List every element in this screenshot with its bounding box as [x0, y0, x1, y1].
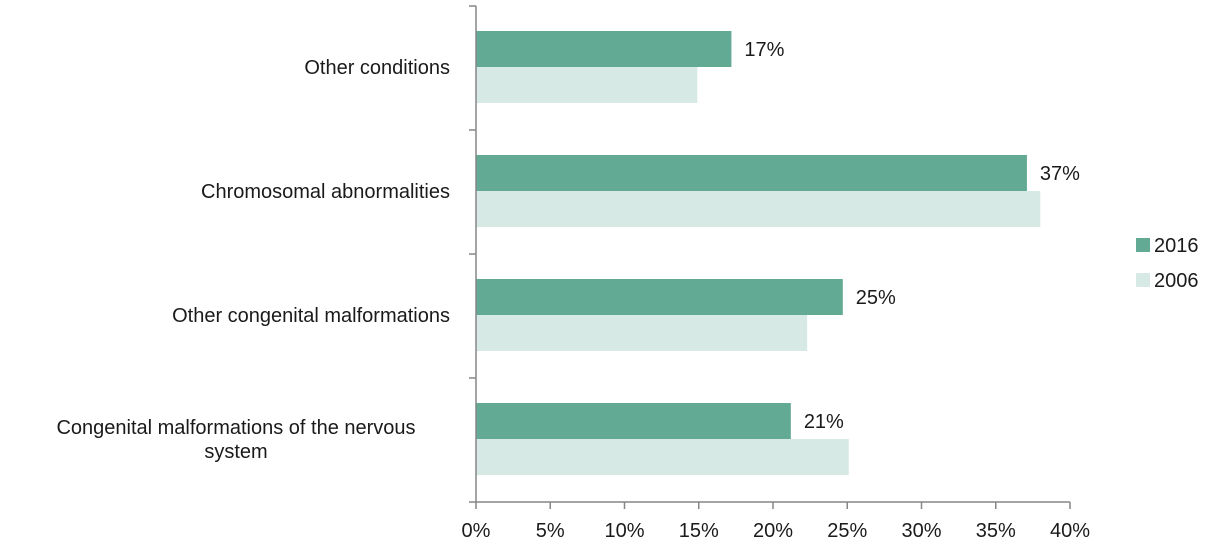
- bar-2016-3: [476, 155, 1027, 191]
- category-label-4: Other conditions: [304, 57, 450, 79]
- bar-2016-2: [476, 279, 843, 315]
- bar-2006-4: [476, 67, 698, 103]
- x-tick-label-1: 5%: [536, 520, 565, 542]
- x-tick-label-4: 20%: [753, 520, 793, 542]
- x-tick-label-5: 25%: [827, 520, 867, 542]
- x-tick-label-0: 0%: [462, 520, 491, 542]
- x-tick-label-8: 40%: [1050, 520, 1090, 542]
- category-label-3: Chromosomal abnormalities: [201, 181, 450, 203]
- bars-layer: [476, 31, 1041, 475]
- data-label-2016-1: 21%: [804, 411, 844, 433]
- bar-2006-2: [476, 315, 808, 351]
- legend-label-2006: 2006: [1154, 270, 1199, 292]
- bar-2016-1: [476, 403, 791, 439]
- axes-layer: [469, 5, 1071, 509]
- x-tick-label-6: 30%: [901, 520, 941, 542]
- x-tick-label-7: 35%: [976, 520, 1016, 542]
- legend: 2016 2006: [1136, 235, 1199, 292]
- legend-swatch-2016: [1136, 238, 1150, 252]
- bar-2006-1: [476, 439, 849, 475]
- legend-swatch-2006: [1136, 273, 1150, 287]
- category-label-2: Other congenital malformations: [172, 305, 450, 327]
- category-label-1: Congenital malformations of the nervous s…: [56, 417, 415, 463]
- x-tick-label-2: 10%: [604, 520, 644, 542]
- data-label-2016-3: 37%: [1040, 163, 1080, 185]
- x-tick-label-3: 15%: [679, 520, 719, 542]
- labels-layer: 21% Congenital malformations of the nervo…: [56, 39, 1090, 542]
- data-label-2016-2: 25%: [856, 287, 896, 309]
- bar-2006-3: [476, 191, 1041, 227]
- legend-label-2016: 2016: [1154, 235, 1199, 257]
- bar-2016-4: [476, 31, 732, 67]
- data-label-2016-4: 17%: [744, 39, 784, 61]
